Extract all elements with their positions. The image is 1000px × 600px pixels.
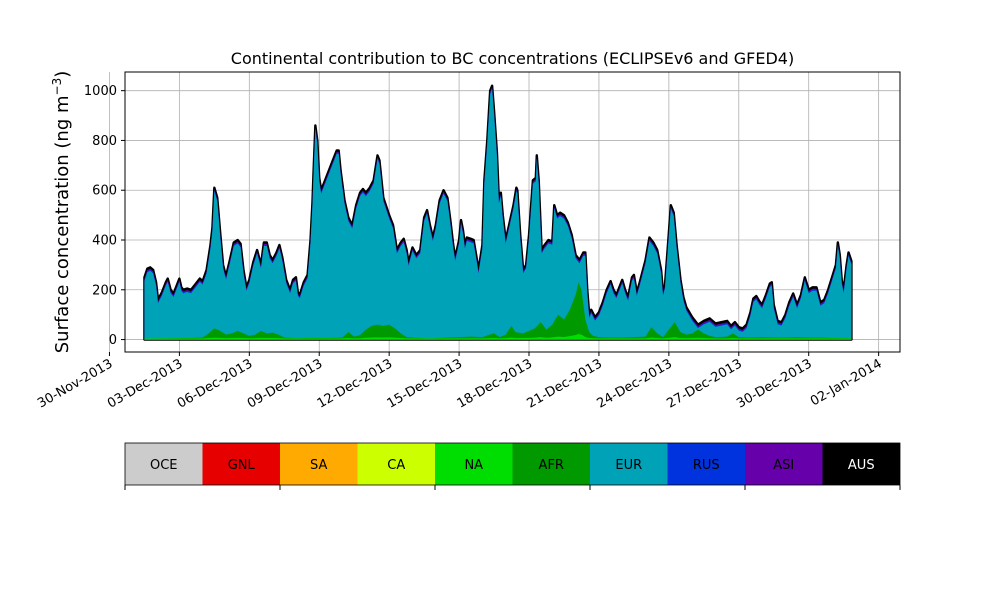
x-tick-label: 21-Dec-2013 xyxy=(525,356,605,411)
colorbar-swatch-oce xyxy=(125,443,203,485)
y-axis-label-text: Surface concentration (ng m xyxy=(52,95,73,353)
colorbar-swatch-gnl xyxy=(202,443,280,485)
colorbar-label-asi: ASI xyxy=(773,458,794,473)
colorbar-swatch-ca xyxy=(357,443,435,485)
y-axis-label: Surface concentration (ng m−3) xyxy=(50,71,73,354)
colorbar-label-oce: OCE xyxy=(150,458,178,473)
colorbar-swatch-aus xyxy=(822,443,900,485)
colorbar: OCE GNL SA CA NA AFR EUR RUS ASI AUS xyxy=(124,442,901,490)
x-tick-label: 27-Dec-2013 xyxy=(664,356,744,411)
x-tick-label: 30-Nov-2013 xyxy=(35,356,115,411)
colorbar-frame xyxy=(124,442,901,486)
colorbar-label-gnl: GNL xyxy=(228,458,256,473)
area-na xyxy=(144,333,852,340)
y-tick-label: 800 xyxy=(92,134,117,149)
x-tick-label: 12-Dec-2013 xyxy=(315,356,395,411)
x-tick-label: 30-Dec-2013 xyxy=(734,356,814,411)
colorbar-swatch-asi xyxy=(745,443,823,485)
axes-frame xyxy=(124,71,901,353)
colorbar-swatch-afr xyxy=(512,443,590,485)
colorbar-label-aus: AUS xyxy=(848,458,875,473)
colorbar-label-eur: EUR xyxy=(615,458,642,473)
y-axis-label-exponent: −3 xyxy=(50,78,64,96)
area-eur xyxy=(144,89,852,340)
area-afr xyxy=(144,282,852,340)
y-tick-label: 600 xyxy=(92,184,117,199)
x-tick-label: 02-Jan-2014 xyxy=(808,356,885,409)
colorbar-swatch-eur xyxy=(590,443,668,485)
y-tick-label: 1000 xyxy=(84,84,117,99)
y-axis-label-close: ) xyxy=(52,71,73,78)
x-tick-label: 06-Dec-2013 xyxy=(175,356,255,411)
colorbar-label-ca: CA xyxy=(387,458,405,473)
x-tick-label: 18-Dec-2013 xyxy=(455,356,535,411)
colorbar-label-na: NA xyxy=(464,458,483,473)
y-tick-label: 400 xyxy=(92,234,117,249)
x-tick-label: 24-Dec-2013 xyxy=(594,356,674,411)
x-tick-label: 09-Dec-2013 xyxy=(245,356,325,411)
x-tick-label: 15-Dec-2013 xyxy=(385,356,465,411)
colorbar-label-afr: AFR xyxy=(539,458,564,473)
colorbar-label-rus: RUS xyxy=(693,458,720,473)
plot-area: 0200400600800100030-Nov-201303-Dec-20130… xyxy=(35,71,901,412)
chart-title: Continental contribution to BC concentra… xyxy=(231,49,794,68)
colorbar-label-sa: SA xyxy=(310,458,327,473)
colorbar-swatch-na xyxy=(435,443,513,485)
colorbar-swatch-rus xyxy=(667,443,745,485)
colorbar-swatch-sa xyxy=(280,443,358,485)
y-tick-label: 200 xyxy=(92,283,117,298)
y-tick-label: 0 xyxy=(109,333,117,348)
x-tick-label: 03-Dec-2013 xyxy=(105,356,185,411)
